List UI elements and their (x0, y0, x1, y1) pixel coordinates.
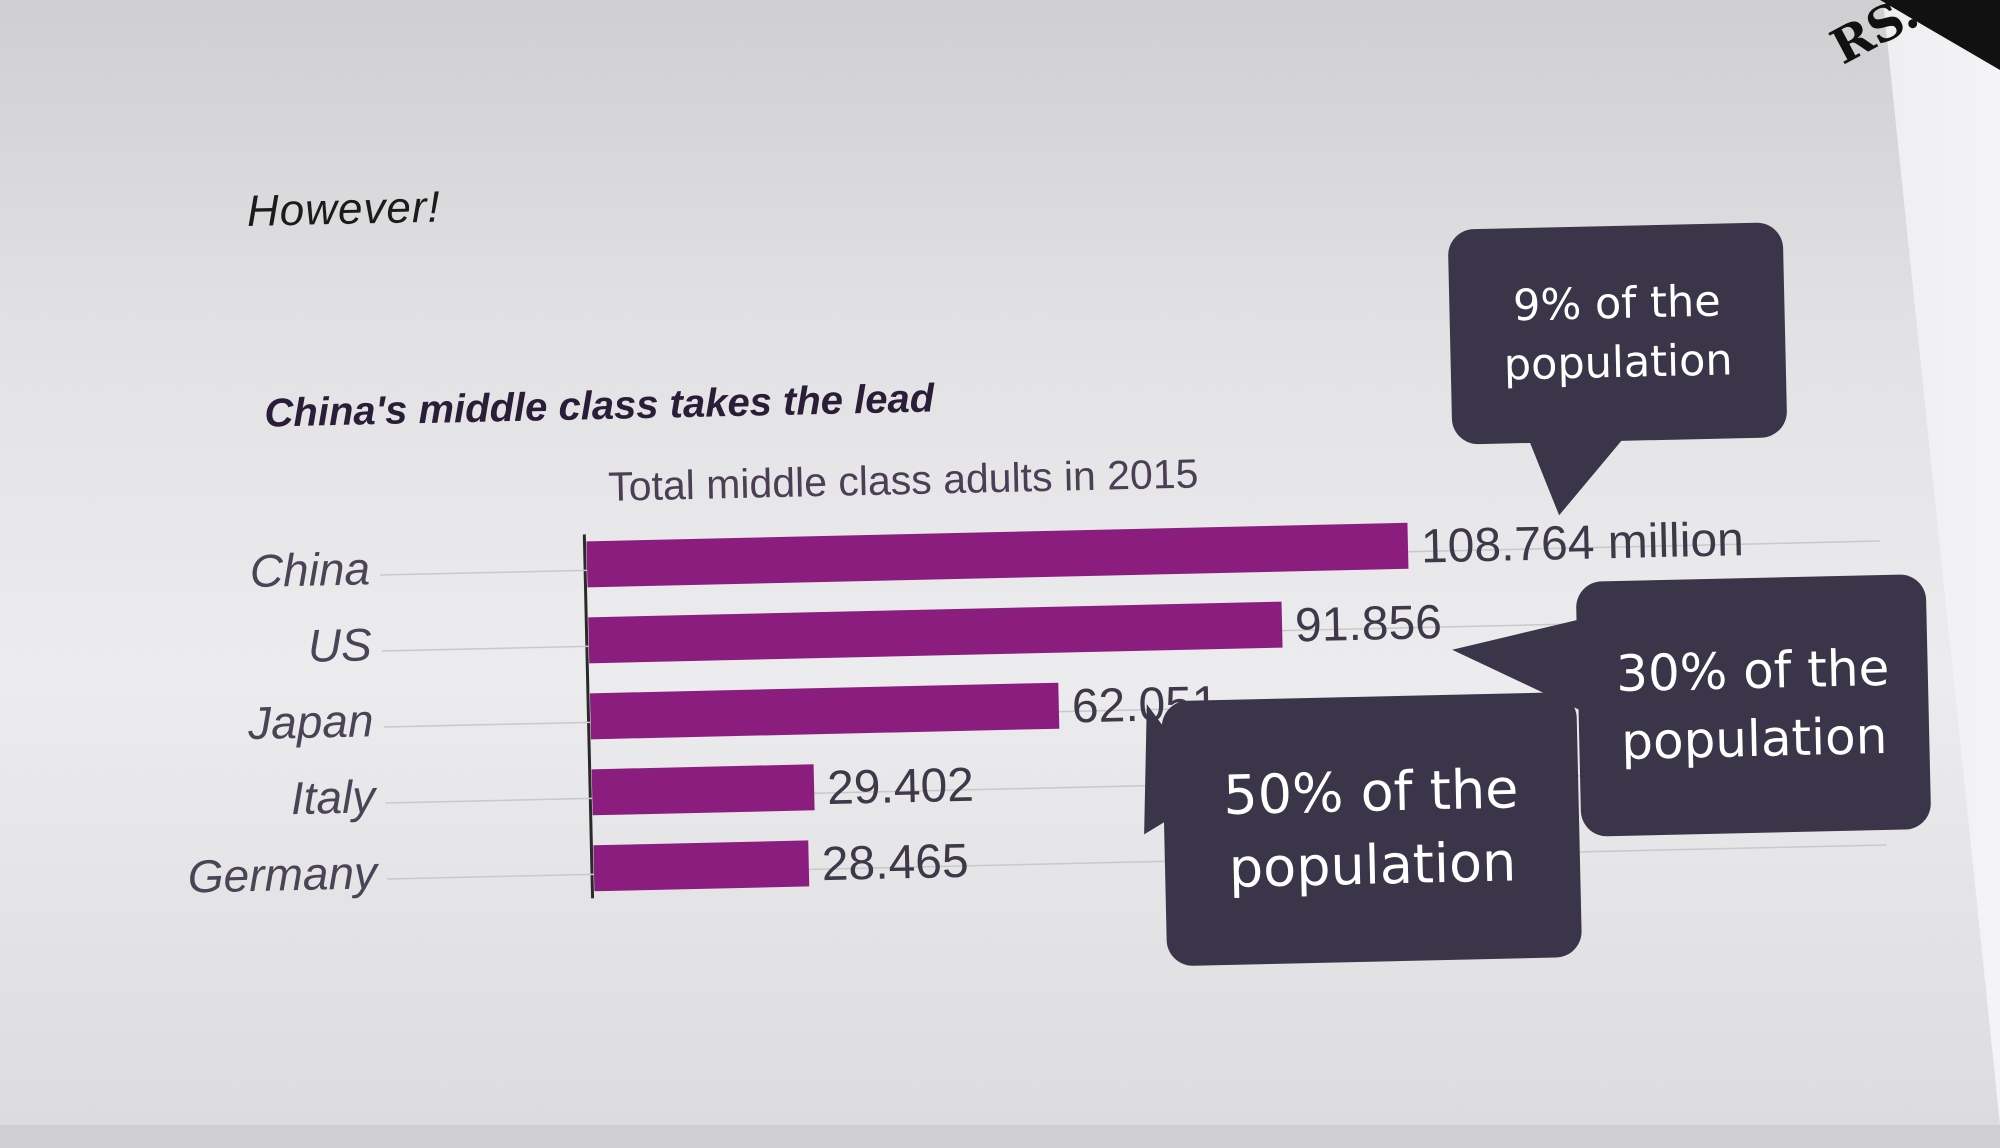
value-label: 29.402 (827, 759, 975, 815)
callout-china: 9% of the population (1447, 222, 1788, 445)
category-label: Germany (187, 846, 380, 902)
callout-us: 30% of the population (1575, 574, 1932, 837)
callout-china-line1: 9% of the (1512, 277, 1722, 332)
bar-germany (593, 840, 810, 892)
bar-japan (589, 682, 1060, 740)
value-label: 28.465 (821, 835, 969, 891)
callout-japan-line1: 50% of the (1222, 756, 1520, 827)
callout-japan: 50% of the population (1161, 691, 1583, 967)
category-label: US (307, 618, 372, 671)
category-label: Japan (247, 694, 374, 749)
category-label: China (249, 542, 370, 597)
category-label: Italy (290, 770, 379, 824)
callout-pointer-china (1527, 433, 1630, 516)
bar-us (588, 601, 1283, 664)
callout-china-line2: population (1503, 334, 1734, 391)
value-label: 108.764 million (1420, 513, 1744, 573)
chart-axis (582, 534, 595, 899)
callout-us-line2: population (1620, 706, 1888, 771)
callout-us-line1: 30% of the (1615, 638, 1890, 704)
bar-italy (591, 764, 815, 816)
value-label: 91.856 (1294, 596, 1442, 652)
callout-japan-line2: population (1228, 829, 1517, 900)
bar-china (586, 522, 1409, 588)
